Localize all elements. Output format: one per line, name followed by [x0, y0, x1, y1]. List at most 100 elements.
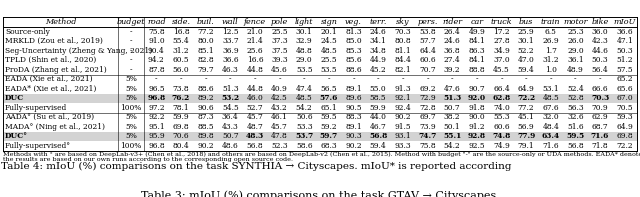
Text: 92.1: 92.1 [394, 94, 411, 102]
Text: 24.5: 24.5 [321, 37, 337, 45]
Text: 48.5: 48.5 [542, 94, 559, 102]
Text: 81.3: 81.3 [345, 28, 362, 36]
Text: 57.5: 57.5 [616, 66, 633, 74]
Text: 46.7: 46.7 [370, 123, 387, 131]
Bar [3, 94, 637, 103]
Text: 54.2: 54.2 [296, 104, 312, 112]
Text: -: - [130, 66, 132, 74]
Text: 69.8: 69.8 [173, 123, 189, 131]
Text: 66.6: 66.6 [592, 85, 609, 93]
Text: car: car [470, 18, 483, 26]
Text: 58.6: 58.6 [296, 142, 312, 150]
Text: pers.: pers. [417, 18, 438, 26]
Text: Source-only: Source-only [5, 28, 50, 36]
Text: 72.2: 72.2 [616, 142, 633, 150]
Text: Fully-supervised: Fully-supervised [5, 104, 67, 112]
Text: 47.8: 47.8 [271, 132, 288, 140]
Text: side.: side. [172, 18, 191, 26]
Text: 36.0: 36.0 [592, 28, 609, 36]
Text: 30.1: 30.1 [518, 37, 534, 45]
Text: veg.: veg. [345, 18, 362, 26]
Text: 77.9: 77.9 [517, 132, 535, 140]
Text: -: - [426, 75, 429, 83]
Text: 59.9: 59.9 [173, 113, 189, 121]
Text: -: - [180, 75, 182, 83]
Text: train: train [541, 18, 561, 26]
Text: budget: budget [116, 18, 145, 26]
Text: 47.1: 47.1 [616, 37, 633, 45]
Text: 86.3: 86.3 [468, 47, 485, 55]
Text: -: - [253, 75, 256, 83]
Text: 26.9: 26.9 [543, 37, 559, 45]
Text: the results are based on our own runs according to the corresponding open source: the results are based on our own runs ac… [3, 157, 293, 163]
Text: 93.1: 93.1 [394, 132, 411, 140]
Text: 45.7: 45.7 [271, 123, 288, 131]
Text: 84.1: 84.1 [468, 56, 485, 64]
Text: 37.5: 37.5 [271, 47, 288, 55]
Text: 80.8: 80.8 [394, 37, 411, 45]
Text: 1.0: 1.0 [545, 66, 557, 74]
Text: 44.8: 44.8 [246, 66, 264, 74]
Text: -: - [130, 37, 132, 45]
Text: 25.3: 25.3 [567, 28, 584, 36]
Text: 77.2: 77.2 [197, 28, 214, 36]
Text: 64.9: 64.9 [518, 85, 534, 93]
Text: MADA° (Ning et al., 2021): MADA° (Ning et al., 2021) [5, 123, 105, 131]
Text: 88.6: 88.6 [345, 66, 362, 74]
Text: 65.2: 65.2 [616, 75, 633, 83]
Text: 59.5: 59.5 [321, 113, 337, 121]
Text: buil.: buil. [196, 18, 214, 26]
Text: 53.3: 53.3 [296, 123, 312, 131]
Text: MRKLD (Zou et al., 2019): MRKLD (Zou et al., 2019) [5, 37, 103, 45]
Text: 70.6: 70.6 [173, 132, 189, 140]
Text: 40.9: 40.9 [271, 85, 288, 93]
Text: 45.1: 45.1 [518, 113, 534, 121]
Text: 81.1: 81.1 [394, 47, 411, 55]
Text: 74.9: 74.9 [493, 142, 510, 150]
Text: 100%: 100% [120, 142, 141, 150]
Text: 39.2: 39.2 [444, 66, 460, 74]
Text: 91.0: 91.0 [148, 37, 164, 45]
Text: 42.3: 42.3 [591, 37, 609, 45]
Text: 70.3: 70.3 [591, 94, 609, 102]
Text: 88.8: 88.8 [468, 66, 485, 74]
Text: 91.5: 91.5 [394, 123, 411, 131]
Text: 25.5: 25.5 [271, 28, 288, 36]
Text: 59.5: 59.5 [566, 132, 584, 140]
Text: 48.6: 48.6 [222, 142, 239, 150]
Text: Method: Method [45, 18, 76, 26]
Text: 94.2: 94.2 [148, 56, 164, 64]
Text: 48.9: 48.9 [567, 66, 584, 74]
Text: 87.3: 87.3 [197, 113, 214, 121]
Text: -: - [525, 75, 527, 83]
Text: TPLD (Shin et al., 2020): TPLD (Shin et al., 2020) [5, 56, 96, 64]
Text: 96.8: 96.8 [148, 142, 164, 150]
Text: 92.5: 92.5 [468, 142, 485, 150]
Text: 70.3: 70.3 [394, 28, 411, 36]
Text: 24.6: 24.6 [444, 37, 461, 45]
Text: 66.4: 66.4 [493, 85, 510, 93]
Text: 21.0: 21.0 [246, 28, 263, 36]
Text: 90.7: 90.7 [468, 85, 485, 93]
Text: 16.8: 16.8 [173, 28, 189, 36]
Text: 76.2: 76.2 [172, 94, 190, 102]
Text: 48.5: 48.5 [296, 94, 312, 102]
Text: 90.2: 90.2 [197, 142, 214, 150]
Text: 45.2: 45.2 [370, 66, 387, 74]
Text: 56.0: 56.0 [173, 66, 189, 74]
Text: 48.3: 48.3 [246, 132, 264, 140]
Text: 16.6: 16.6 [246, 56, 263, 64]
Text: 90.2: 90.2 [394, 113, 411, 121]
Text: bike: bike [591, 18, 609, 26]
Text: 52.4: 52.4 [567, 85, 584, 93]
Text: 45.6: 45.6 [271, 66, 288, 74]
Text: 26.0: 26.0 [567, 37, 584, 45]
Text: 69.8: 69.8 [616, 132, 633, 140]
Text: 78.1: 78.1 [173, 104, 189, 112]
Text: light: light [295, 18, 314, 26]
Text: 85.1: 85.1 [197, 47, 214, 55]
Text: 60.6: 60.6 [419, 56, 436, 64]
Text: bus: bus [519, 18, 533, 26]
Text: 30.1: 30.1 [296, 28, 312, 36]
Text: 52.7: 52.7 [246, 104, 263, 112]
